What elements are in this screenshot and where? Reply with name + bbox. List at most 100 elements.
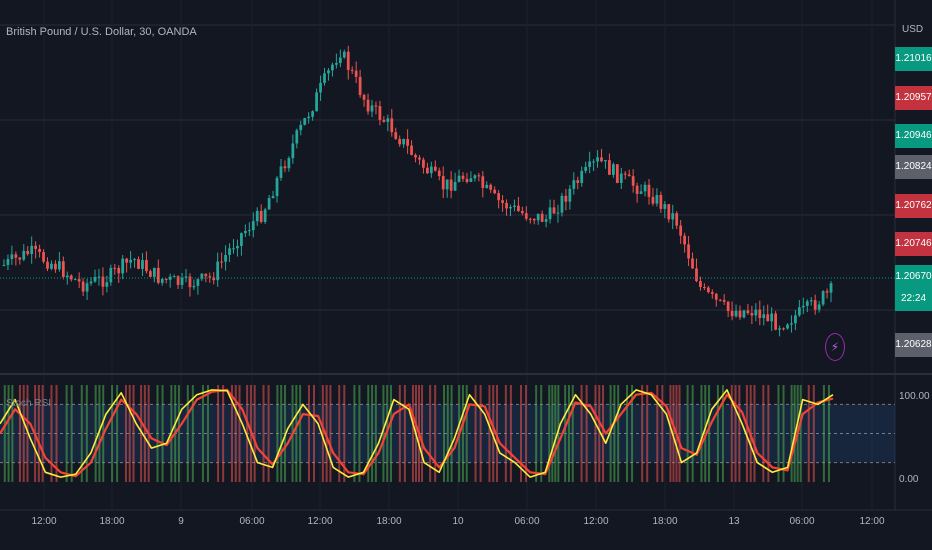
- rsi-cross-bar: [807, 385, 810, 482]
- price-tag: 1.21016: [895, 47, 932, 71]
- candle-body: [283, 166, 287, 169]
- candle-body: [26, 250, 30, 255]
- candle-body: [663, 204, 667, 209]
- rsi-cross-bar: [767, 385, 770, 482]
- candle-body: [275, 177, 279, 197]
- candle-body: [34, 245, 38, 249]
- candle-body: [568, 188, 572, 202]
- candle-body: [93, 277, 97, 282]
- candle-body: [734, 310, 738, 317]
- candle-body: [517, 205, 520, 211]
- candle-body: [825, 291, 829, 293]
- rsi-cross-bar: [580, 385, 583, 482]
- candle-body: [592, 161, 595, 163]
- rsi-cross-bar: [128, 385, 131, 482]
- candle-body: [746, 310, 750, 314]
- candle-body: [540, 213, 544, 222]
- rsi-cross-bar: [571, 385, 574, 482]
- rsi-cross-bar: [94, 385, 97, 482]
- rsi-cross-bar: [609, 385, 612, 482]
- candle-body: [188, 276, 192, 288]
- rsi-cross-bar: [540, 385, 543, 482]
- indicator-label[interactable]: Stoch RSI: [6, 398, 52, 409]
- candle-body: [750, 313, 754, 316]
- candle-body: [228, 248, 231, 256]
- rsi-cross-bar: [11, 385, 14, 482]
- candle-body: [805, 301, 809, 306]
- time-label: 12:00: [859, 516, 885, 527]
- candle-body: [449, 179, 453, 191]
- candle-body: [774, 313, 777, 330]
- candle-body: [481, 176, 485, 188]
- candle-body: [97, 276, 101, 278]
- rsi-cross-bar: [525, 385, 528, 482]
- candle-body: [10, 254, 14, 260]
- candle-body: [141, 260, 144, 269]
- candle-body: [307, 116, 311, 119]
- candle-body: [236, 245, 239, 249]
- candle-body: [105, 282, 109, 287]
- rsi-cross-bar: [55, 385, 58, 482]
- candle-body: [635, 185, 639, 194]
- candle-body: [671, 213, 675, 220]
- rsi-cross-bar: [700, 385, 703, 482]
- rsi-cross-bar: [191, 385, 194, 482]
- rsi-cross-bar: [41, 385, 44, 482]
- rsi-cross-bar: [85, 385, 88, 482]
- candle-body: [220, 261, 223, 263]
- candle-body: [631, 176, 635, 186]
- price-tag: 1.20670: [895, 265, 932, 289]
- price-tag: 1.20762: [895, 194, 932, 218]
- candle-body: [469, 178, 473, 182]
- rsi-cross-bar: [745, 385, 748, 482]
- candle-body: [473, 175, 477, 179]
- rsi-cross-bar: [234, 385, 237, 482]
- rsi-cross-bar: [617, 385, 620, 482]
- rsi-cross-bar: [450, 385, 453, 482]
- candle-body: [303, 118, 307, 125]
- candle-body: [240, 233, 243, 246]
- rsi-cross-bar: [22, 385, 25, 482]
- candle-body: [65, 275, 69, 278]
- rsi-cross-bar: [519, 385, 522, 482]
- rsi-cross-bar: [358, 385, 361, 482]
- candle-body: [406, 139, 409, 146]
- rsi-cross-bar: [143, 385, 146, 482]
- candle-body: [608, 160, 611, 175]
- candle-body: [766, 314, 770, 322]
- rsi-cross-bar: [411, 385, 414, 482]
- lightning-icon[interactable]: ⚡: [825, 333, 845, 361]
- rsi-cross-bar: [111, 385, 114, 482]
- rsi-cross-bar: [325, 385, 328, 482]
- rsi-cross-bar: [762, 385, 765, 482]
- time-label: 12:00: [307, 516, 333, 527]
- rsi-cross-bar: [161, 385, 164, 482]
- rsi-cross-bar: [156, 385, 159, 482]
- candle-body: [786, 324, 789, 329]
- time-label: 12:00: [31, 516, 57, 527]
- candle-body: [790, 323, 793, 325]
- rsi-cross-bar: [446, 385, 449, 482]
- rsi-cross-bar: [80, 385, 83, 482]
- candle-body: [536, 213, 540, 221]
- candle-body: [319, 82, 322, 93]
- candle-body: [311, 111, 315, 117]
- rsi-cross-bar: [238, 385, 241, 482]
- rsi-cross-bar: [50, 385, 53, 482]
- rsi-cross-bar: [704, 385, 707, 482]
- rsi-cross-bar: [656, 385, 659, 482]
- symbol-title[interactable]: British Pound / U.S. Dollar, 30, OANDA: [6, 26, 197, 38]
- rsi-cross-bar: [262, 385, 265, 482]
- candle-body: [758, 309, 762, 319]
- rsi-cross-bar: [343, 385, 346, 482]
- candle-body: [279, 166, 283, 178]
- price-tag: 1.20746: [895, 232, 932, 256]
- rsi-cross-bar: [217, 385, 220, 482]
- time-label: 18:00: [99, 516, 125, 527]
- candle-body: [299, 124, 303, 131]
- rsi-cross-bar: [222, 385, 225, 482]
- candle-body: [675, 213, 679, 226]
- rsi-cross-bar: [474, 385, 477, 482]
